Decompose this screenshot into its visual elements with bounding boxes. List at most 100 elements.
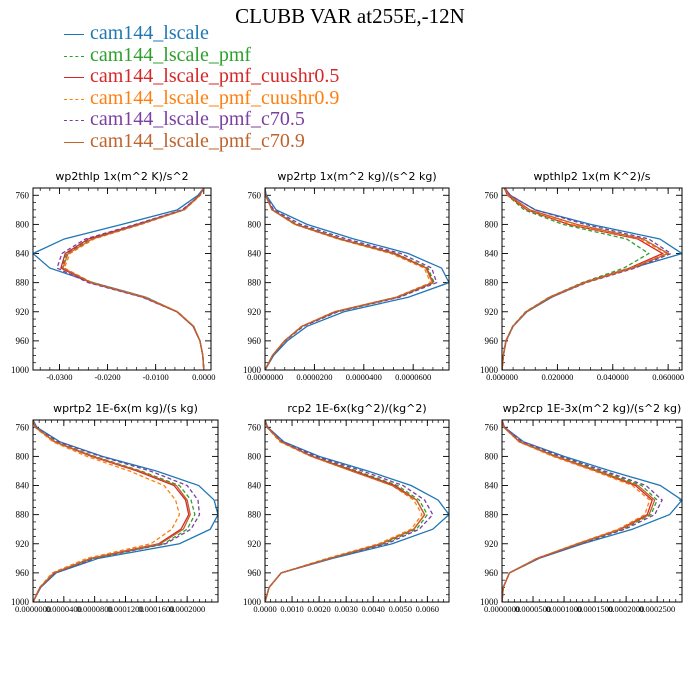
y-tick-label: 800	[248, 219, 262, 229]
x-tick-label: 0.0000800	[77, 604, 113, 614]
x-tick-label: 0.0020	[307, 604, 330, 614]
plot-frame	[264, 187, 450, 371]
x-tick-label: 0.0001500	[577, 604, 613, 614]
y-tick-label: 880	[16, 278, 30, 288]
series-line	[33, 420, 201, 602]
series-line	[502, 420, 656, 602]
series-line	[265, 188, 436, 370]
plot-frame	[501, 187, 683, 371]
series-line	[265, 188, 434, 370]
plot-frame	[32, 187, 212, 371]
y-tick-label: 1000	[480, 365, 499, 375]
x-tick-label: 0.040000	[597, 372, 629, 382]
series-line	[60, 188, 205, 370]
series-line	[502, 188, 669, 370]
y-tick-label: 880	[485, 278, 499, 288]
x-tick-label: -0.0200	[94, 372, 120, 382]
y-tick-label: 800	[248, 451, 262, 461]
series-line	[502, 420, 658, 602]
x-tick-label: 0.0030	[334, 604, 357, 614]
series-line	[502, 188, 670, 370]
x-tick-label: 0.0001000	[546, 604, 582, 614]
y-tick-label: 840	[16, 249, 30, 259]
series-line	[265, 420, 429, 602]
y-tick-label: 760	[485, 422, 499, 432]
series-line	[265, 188, 434, 370]
legend-label: cam144_lscale_pmf_c70.9	[90, 129, 305, 152]
plot-frame	[264, 419, 450, 603]
x-tick-label: 0.0000000	[484, 604, 520, 614]
legend-swatch	[64, 77, 84, 78]
y-tick-label: 1000	[480, 597, 499, 607]
series-line	[502, 188, 651, 370]
x-tick-label: 0.0002000	[169, 604, 205, 614]
y-tick-label: 960	[248, 336, 262, 346]
series-line	[56, 188, 205, 370]
panel: rcp2 1E-6x(kg^2)/(kg^2) 760 800 840 880 920 96…	[243, 402, 450, 614]
y-tick-label: 880	[16, 510, 30, 520]
legend-swatch	[64, 141, 84, 143]
x-tick-label: 0.060000	[652, 372, 684, 382]
y-tick-label: 880	[485, 510, 499, 520]
x-tick-label: 0.0000200	[296, 372, 332, 382]
y-tick-label: 840	[248, 481, 262, 491]
panel-title: wp2rtp 1x(m^2 kg)/(s^2 kg)	[277, 170, 436, 183]
legend-label: cam144_lscale_pmf	[90, 43, 252, 66]
x-tick-label: 0.0001200	[107, 604, 143, 614]
series-line	[33, 420, 181, 602]
series-line	[33, 188, 205, 370]
y-tick-label: 1000	[243, 365, 262, 375]
legend-label: cam144_lscale_pmf_c70.5	[90, 108, 305, 130]
legend-label: cam144_lscale_pmf_cuushr0.9	[90, 86, 340, 109]
y-tick-label: 760	[485, 190, 499, 200]
series-line	[265, 420, 426, 602]
x-tick-label: 0.000000	[486, 372, 518, 382]
y-tick-label: 960	[16, 568, 30, 578]
y-tick-label: 960	[485, 336, 499, 346]
y-tick-label: 840	[248, 249, 262, 259]
panel: wp2thlp 1x(m^2 K)/s^2 760 800 840 880 920 960 1…	[11, 170, 215, 382]
y-tick-label: 920	[485, 539, 499, 549]
legend-swatch	[64, 98, 84, 100]
series-line	[265, 188, 438, 370]
x-tick-label: 0.0060	[416, 604, 439, 614]
series-line	[33, 420, 218, 602]
legend-swatch	[64, 55, 84, 57]
x-tick-label: 0.0000	[192, 372, 215, 382]
plot-frame	[32, 419, 219, 603]
y-tick-label: 840	[485, 481, 499, 491]
y-tick-label: 920	[16, 539, 30, 549]
panel: wp2rtp 1x(m^2 kg)/(s^2 kg) 760 800 840 880 92…	[243, 170, 450, 382]
legend-label: cam144_lscale_pmf_cuushr0.5	[90, 65, 340, 87]
panel: wpthlp2 1x(m K^2)/s 760 800 840 880 920 960 100…	[480, 170, 684, 382]
series-line	[502, 188, 665, 370]
x-tick-label: 0.020000	[541, 372, 573, 382]
panel: wprtp2 1E-6x(m kg)/(s kg) 760 800 840 880 920…	[11, 402, 219, 614]
series-line	[502, 420, 663, 602]
series-line	[502, 420, 651, 602]
figure-title: CLUBB VAR at255E,-12N	[235, 4, 465, 28]
y-tick-label: 760	[248, 422, 262, 432]
series-line	[265, 188, 432, 370]
y-tick-label: 880	[248, 510, 262, 520]
x-tick-label: 0.0040	[362, 604, 385, 614]
x-tick-label: 0.0000000	[15, 604, 51, 614]
series-line	[265, 420, 423, 602]
y-tick-label: 840	[485, 249, 499, 259]
y-tick-label: 920	[248, 307, 262, 317]
x-tick-label: 0.0010	[280, 604, 303, 614]
y-tick-label: 800	[16, 451, 30, 461]
panel-title: rcp2 1E-6x(kg^2)/(kg^2)	[287, 402, 426, 415]
x-tick-label: 0.0002000	[608, 604, 644, 614]
series-line	[502, 420, 653, 602]
y-tick-label: 1000	[11, 597, 30, 607]
series-line	[62, 188, 205, 370]
y-tick-label: 760	[16, 422, 30, 432]
y-tick-label: 800	[485, 219, 499, 229]
series-line	[265, 420, 434, 602]
y-tick-label: 920	[485, 307, 499, 317]
legend-swatch	[64, 34, 84, 35]
series-line	[502, 188, 673, 370]
x-tick-label: 0.0000600	[395, 372, 431, 382]
